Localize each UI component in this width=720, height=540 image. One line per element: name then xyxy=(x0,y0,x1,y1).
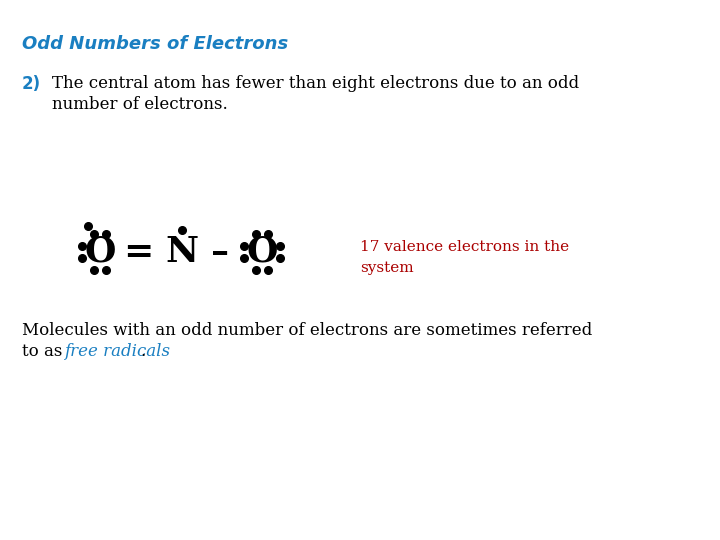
Text: The central atom has fewer than eight electrons due to an odd: The central atom has fewer than eight el… xyxy=(52,75,579,92)
Text: number of electrons.: number of electrons. xyxy=(52,96,228,113)
Text: Odd Numbers of Electrons: Odd Numbers of Electrons xyxy=(22,35,288,53)
Text: O: O xyxy=(84,235,116,269)
Text: to as: to as xyxy=(22,343,68,360)
Text: –: – xyxy=(211,235,229,269)
Text: =: = xyxy=(123,235,153,269)
Text: 2): 2) xyxy=(22,75,41,93)
Text: N: N xyxy=(166,235,199,269)
Text: free radicals: free radicals xyxy=(64,343,170,360)
Text: Molecules with an odd number of electrons are sometimes referred: Molecules with an odd number of electron… xyxy=(22,322,593,339)
Text: 17 valence electrons in the
system: 17 valence electrons in the system xyxy=(360,240,569,275)
Text: .: . xyxy=(140,343,145,360)
Text: O: O xyxy=(246,235,278,269)
